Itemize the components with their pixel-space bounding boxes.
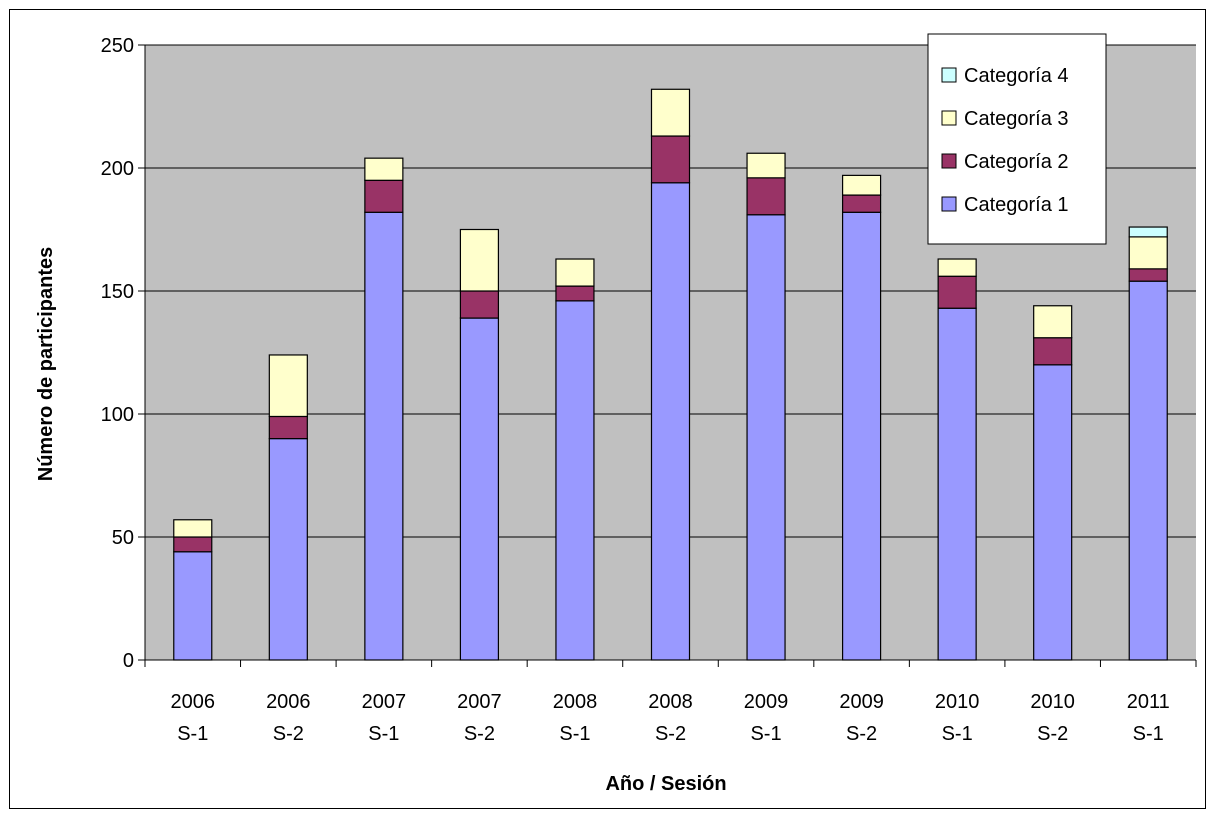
bar-segment-series-3 [269,355,307,417]
x-tick-label-year: 2010 [1030,691,1075,713]
bar-segment-series-3 [174,520,212,537]
x-tick-label-session: S-1 [368,723,399,745]
x-tick-label-session: S-2 [273,723,304,745]
bar-segment-series-1 [365,212,403,660]
bar-segment-series-3 [365,158,403,180]
legend-swatch-series-4 [942,68,956,82]
bar-segment-series-2 [365,180,403,212]
x-axis-title: Año / Sesión [605,773,726,795]
x-tick-label-year: 2007 [362,691,407,713]
x-tick-label-year: 2006 [266,691,311,713]
bar-segment-series-3 [556,259,594,286]
bar-segment-series-1 [747,215,785,660]
x-tick-label-year: 2008 [553,691,598,713]
y-tick-label: 0 [123,650,134,672]
bar-segment-series-3 [843,175,881,195]
bar-segment-series-1 [843,212,881,660]
x-tick-label-session: S-1 [177,723,208,745]
x-tick-label-session: S-1 [559,723,590,745]
bar-segment-series-1 [269,439,307,660]
bar-segment-series-1 [1034,365,1072,660]
bar-segment-series-2 [556,286,594,301]
bar-segment-series-3 [460,230,498,292]
y-tick-label: 100 [101,404,134,426]
bar-segment-series-3 [1129,237,1167,269]
chart-frame: 0 50 100 150 200 250 2006 S-1 2006 S-2 2007 S-1 2007… [9,9,1206,809]
legend-swatch-series-1 [942,197,956,211]
bar-segment-series-2 [938,276,976,308]
bar-segment-series-2 [652,136,690,183]
bar-segment-series-2 [1129,269,1167,281]
bar-segment-series-3 [747,153,785,178]
bar-segment-series-1 [556,301,594,660]
x-tick-label-session: S-1 [942,723,973,745]
y-tick-label: 150 [101,281,134,303]
bar-segment-series-2 [174,537,212,552]
bar-segment-series-1 [652,183,690,660]
bar-segment-series-2 [843,195,881,212]
legend-label-series-1: Categoría 1 [964,194,1069,216]
bar-segment-series-1 [174,552,212,660]
legend-swatch-series-3 [942,111,956,125]
bar-segment-series-1 [460,318,498,660]
stacked-bar-chart: 0 50 100 150 200 250 2006 S-1 2006 S-2 2007 S-1 2007… [10,10,1205,808]
bar-segment-series-3 [652,89,690,136]
bar-segment-series-3 [1034,306,1072,338]
x-tick-label-year: 2008 [648,691,693,713]
bar-segment-series-4 [1129,227,1167,237]
x-tick-label-year: 2010 [935,691,980,713]
x-tick-label-year: 2009 [839,691,884,713]
bar-segment-series-2 [747,178,785,215]
bar-segment-series-2 [460,291,498,318]
legend-label-series-3: Categoría 3 [964,108,1069,130]
bar-segment-series-1 [1129,281,1167,660]
x-tick-label-session: S-2 [1037,723,1068,745]
x-tick-label-session: S-2 [464,723,495,745]
x-tick-label-session: S-2 [655,723,686,745]
x-tick-label-session: S-2 [846,723,877,745]
legend-swatch-series-2 [942,154,956,168]
y-axis-title: Número de participantes [35,247,57,482]
x-tick-label-year: 2011 [1127,691,1170,713]
x-tick-label-year: 2007 [457,691,502,713]
legend-label-series-2: Categoría 2 [964,151,1069,173]
bar-segment-series-1 [938,308,976,660]
bar-segment-series-2 [1034,338,1072,365]
x-tick-label-year: 2006 [171,691,216,713]
legend-label-series-4: Categoría 4 [964,65,1069,87]
x-tick-label-session: S-1 [750,723,781,745]
x-tick-label-year: 2009 [744,691,789,713]
bar-segment-series-2 [269,416,307,438]
y-tick-label: 50 [112,527,134,549]
bar-segment-series-3 [938,259,976,276]
x-tick-label-session: S-1 [1133,723,1164,745]
y-tick-label: 200 [101,158,134,180]
y-tick-label: 250 [101,35,134,57]
